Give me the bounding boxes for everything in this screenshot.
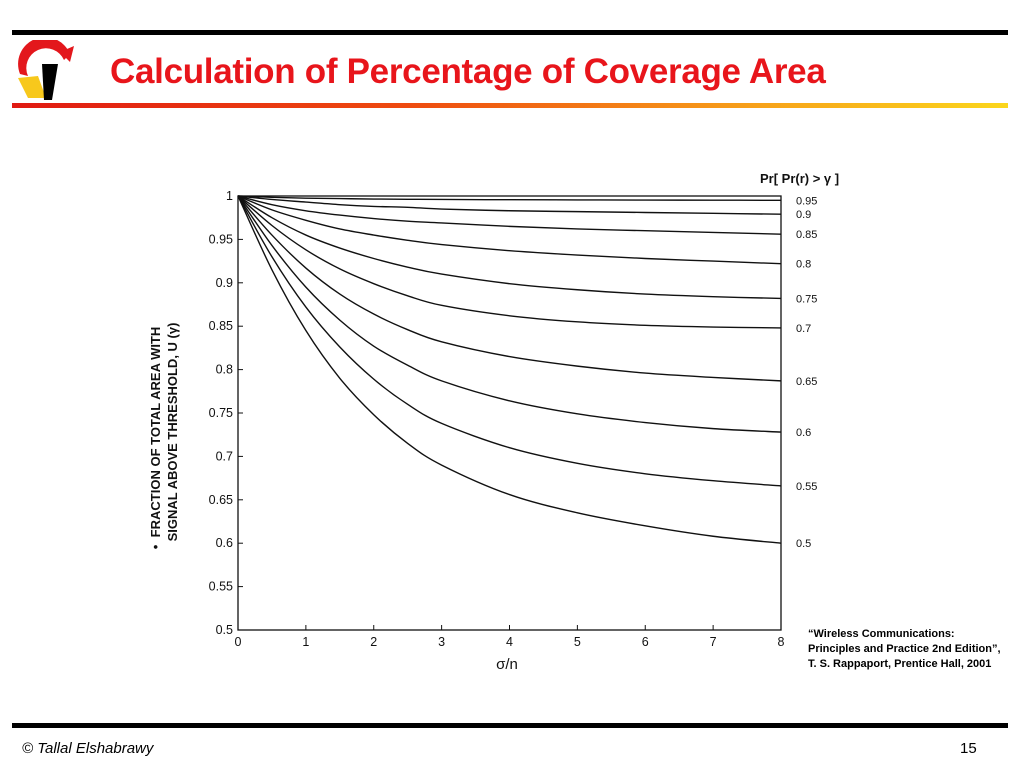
series-line-0.85 [237,195,782,235]
chart-curves [237,195,782,544]
y-axis-title-bullet: • [148,544,163,549]
series-label-0.65: 0.65 [796,376,817,388]
x-tick-label: 1 [302,635,309,649]
x-tick-label: 6 [642,635,649,649]
chart-axes [237,195,782,631]
series-line-0.7 [237,195,782,329]
series-label-0.95: 0.95 [796,195,817,207]
series-line-0.55 [237,195,782,487]
series-label-0.7: 0.7 [796,323,811,335]
slide-title: Calculation of Percentage of Coverage Ar… [110,52,826,91]
series-line-0.9 [237,195,782,215]
y-axis-title-line1: FRACTION OF TOTAL AREA WITH [148,327,163,538]
x-tick-label: 5 [574,635,581,649]
legend-title: Pr[ Pr(r) > γ ] [760,171,839,186]
series-line-0.5 [237,195,782,544]
series-label-0.6: 0.6 [796,427,811,439]
y-tick-label: 0.85 [209,319,233,333]
y-tick-label: 0.65 [209,493,233,507]
series-label-0.5: 0.5 [796,538,811,550]
y-tick-label: 0.5 [216,623,233,637]
series-label-0.9: 0.9 [796,209,811,221]
x-tick-label: 0 [235,635,242,649]
series-label-0.75: 0.75 [796,293,817,305]
x-axis-title: σ/n [496,656,518,673]
series-line-0.6 [237,195,782,433]
y-tick-label: 0.8 [216,363,233,377]
chart-labels: 0 1 2 3 4 5 6 7 8 0.5 0.55 0.6 0.65 0.7 0.75 0.8 0.85 0.9… [209,189,818,649]
y-tick-label: 0.55 [209,580,233,594]
series-line-0.95 [237,195,782,202]
series-line-0.75 [237,195,782,300]
footer-rule [12,723,1008,728]
y-tick-label: 0.9 [216,276,233,290]
series-label-0.55: 0.55 [796,481,817,493]
y-tick-label: 0.6 [216,536,233,550]
footer-author: © Tallal Elshabrawy [22,740,154,757]
x-tick-label: 3 [438,635,445,649]
x-tick-label: 8 [778,635,785,649]
title-top-rule [12,30,1008,35]
series-label-0.85: 0.85 [796,229,817,241]
university-logo-icon [18,40,74,100]
y-tick-label: 0.75 [209,406,233,420]
series-line-0.65 [237,195,782,382]
title-gradient-rule [12,103,1008,108]
x-tick-label: 4 [506,635,513,649]
y-tick-label: 0.95 [209,232,233,246]
y-tick-label: 1 [226,189,233,203]
series-line-0.8 [237,195,782,265]
source-citation: “Wireless Communications: Principles and… [808,628,1001,670]
y-tick-label: 0.7 [216,449,233,463]
page-number: 15 [960,740,977,757]
series-label-0.8: 0.8 [796,259,811,271]
x-tick-label: 7 [710,635,717,649]
x-tick-label: 2 [370,635,377,649]
y-axis-title-line2: SIGNAL ABOVE THRESHOLD, U (γ) [165,323,180,542]
